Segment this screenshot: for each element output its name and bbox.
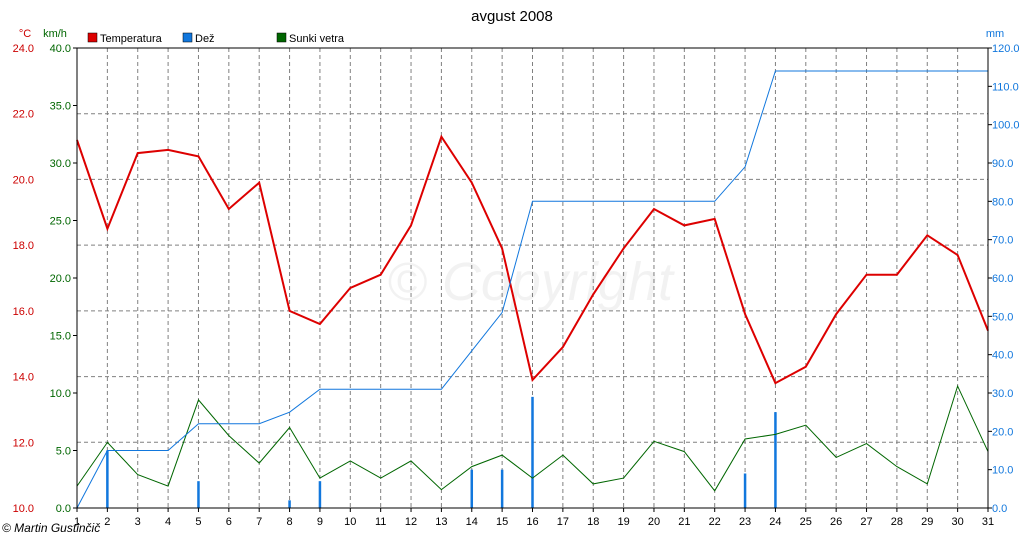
x-tick-label: 22 bbox=[709, 516, 721, 528]
wind-unit-label: km/h bbox=[43, 28, 67, 40]
x-tick-label: 15 bbox=[496, 516, 508, 528]
legend-swatch-dez bbox=[182, 32, 193, 43]
x-tick-label: 12 bbox=[405, 516, 417, 528]
legend: Temperatura Dež Sunki vetra bbox=[87, 32, 345, 45]
author-credit: © Martin Gustinčič bbox=[2, 521, 100, 535]
x-tick-label: 1 bbox=[74, 516, 80, 528]
rain-unit-label: mm bbox=[986, 28, 1004, 40]
legend-swatch-temperatura bbox=[87, 32, 98, 43]
x-tick-label: 10 bbox=[344, 516, 356, 528]
wind-tick-label: 25.0 bbox=[50, 216, 71, 228]
temp-tick-label: 16.0 bbox=[13, 306, 34, 318]
axes: 24.022.020.018.016.014.012.010.040.035.0… bbox=[13, 43, 1020, 528]
copyright-watermark: © Copyright bbox=[387, 252, 675, 312]
x-tick-label: 16 bbox=[526, 516, 538, 528]
rain-tick-label: 0.0 bbox=[992, 503, 1007, 515]
x-tick-label: 20 bbox=[648, 516, 660, 528]
x-tick-label: 5 bbox=[195, 516, 201, 528]
temp-unit-label: °C bbox=[19, 28, 31, 40]
x-tick-label: 7 bbox=[256, 516, 262, 528]
x-tick-label: 18 bbox=[587, 516, 599, 528]
wind-gust-line bbox=[76, 384, 989, 492]
x-tick-label: 30 bbox=[952, 516, 964, 528]
wind-tick-label: 10.0 bbox=[50, 388, 71, 400]
temp-tick-label: 20.0 bbox=[13, 174, 34, 186]
wind-tick-label: 40.0 bbox=[50, 43, 71, 55]
rain-tick-label: 30.0 bbox=[992, 388, 1013, 400]
wind-tick-label: 0.0 bbox=[56, 503, 71, 515]
rain-tick-label: 50.0 bbox=[992, 311, 1013, 323]
wind-tick-label: 5.0 bbox=[56, 446, 71, 458]
temp-tick-label: 10.0 bbox=[13, 503, 34, 515]
rain-tick-label: 100.0 bbox=[992, 120, 1020, 132]
x-tick-label: 24 bbox=[769, 516, 781, 528]
temperature-line bbox=[76, 134, 989, 385]
x-tick-label: 14 bbox=[466, 516, 478, 528]
legend-label-sunki-vetra: Sunki vetra bbox=[289, 33, 345, 45]
x-tick-label: 28 bbox=[891, 516, 903, 528]
rain-tick-label: 90.0 bbox=[992, 158, 1013, 170]
wind-tick-label: 35.0 bbox=[50, 101, 71, 113]
x-tick-label: 26 bbox=[830, 516, 842, 528]
x-tick-label: 11 bbox=[375, 516, 386, 528]
x-tick-label: 2 bbox=[104, 516, 110, 528]
x-tick-label: 29 bbox=[921, 516, 933, 528]
rain-tick-label: 20.0 bbox=[992, 426, 1013, 438]
temp-tick-label: 12.0 bbox=[13, 437, 34, 449]
chart-title: avgust 2008 bbox=[471, 8, 553, 25]
rain-tick-label: 80.0 bbox=[992, 196, 1013, 208]
temp-tick-label: 24.0 bbox=[13, 43, 34, 55]
x-tick-label: 27 bbox=[860, 516, 872, 528]
rain-tick-label: 110.0 bbox=[992, 81, 1019, 93]
x-tick-label: 8 bbox=[287, 516, 293, 528]
x-tick-label: 4 bbox=[165, 516, 171, 528]
rain-tick-label: 120.0 bbox=[992, 43, 1020, 55]
x-tick-label: 17 bbox=[557, 516, 569, 528]
wind-tick-label: 15.0 bbox=[50, 331, 71, 343]
x-tick-label: 9 bbox=[317, 516, 323, 528]
rain-tick-label: 60.0 bbox=[992, 273, 1013, 285]
rain-bars bbox=[106, 396, 777, 508]
x-tick-label: 13 bbox=[435, 516, 447, 528]
rain-tick-label: 10.0 bbox=[992, 465, 1013, 477]
temp-tick-label: 22.0 bbox=[13, 109, 34, 121]
x-tick-label: 23 bbox=[739, 516, 751, 528]
temp-tick-label: 18.0 bbox=[13, 240, 34, 252]
rain-tick-label: 40.0 bbox=[992, 350, 1013, 362]
x-tick-label: 21 bbox=[678, 516, 690, 528]
x-tick-label: 3 bbox=[135, 516, 141, 528]
rain-tick-label: 70.0 bbox=[992, 235, 1013, 247]
wind-tick-label: 30.0 bbox=[50, 158, 71, 170]
x-tick-label: 25 bbox=[800, 516, 812, 528]
wind-tick-label: 20.0 bbox=[50, 273, 71, 285]
legend-label-dez: Dež bbox=[195, 33, 215, 45]
x-tick-label: 19 bbox=[617, 516, 629, 528]
legend-swatch-sunki-vetra bbox=[276, 32, 287, 43]
x-tick-label: 31 bbox=[982, 516, 994, 528]
legend-label-temperatura: Temperatura bbox=[100, 33, 163, 45]
x-tick-label: 6 bbox=[226, 516, 232, 528]
series-lines bbox=[76, 70, 989, 509]
temp-tick-label: 14.0 bbox=[13, 372, 34, 384]
rain-cumulative-line bbox=[76, 70, 988, 509]
